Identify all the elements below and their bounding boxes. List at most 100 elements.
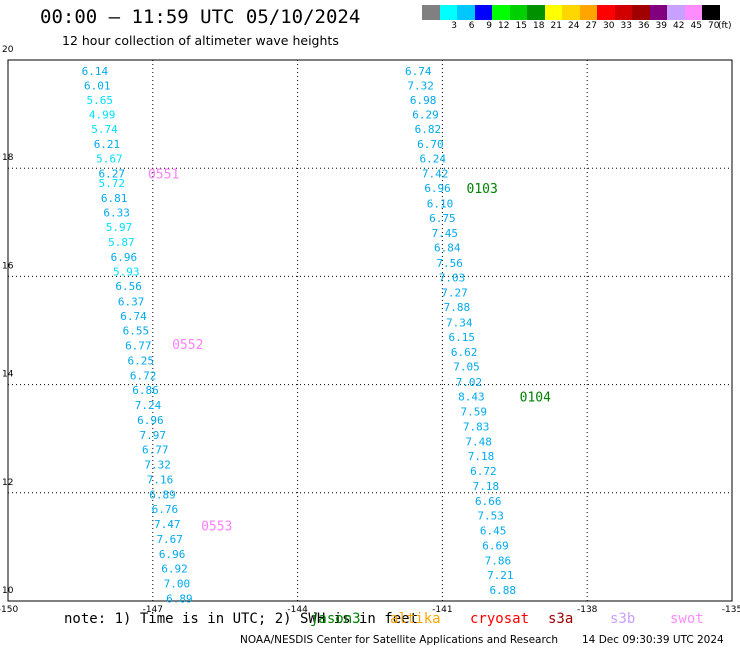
data-label: 5.97 (106, 221, 133, 234)
satellite-label-s3a: s3a (548, 611, 574, 627)
data-label: 6.96 (111, 251, 138, 264)
data-label: 6.69 (482, 539, 509, 552)
data-label: 6.74 (120, 310, 147, 323)
x-tick-label: -138 (577, 605, 598, 615)
data-label: 7.88 (444, 301, 471, 314)
colorbar-label: 15 (515, 21, 527, 31)
data-label: 7.34 (446, 316, 473, 329)
data-label: 7.47 (154, 518, 181, 531)
colorbar-cell (667, 5, 685, 20)
data-label: 6.96 (159, 548, 186, 561)
data-label: 6.75 (429, 212, 456, 225)
data-label: 7.42 (422, 168, 449, 181)
colorbar-cell (684, 5, 702, 20)
data-label: 6.62 (451, 346, 478, 359)
data-label: 6.37 (118, 295, 145, 308)
data-label: 5.93 (113, 266, 140, 279)
colorbar-label: 39 (655, 21, 667, 31)
data-label: 6.27 (99, 168, 126, 181)
data-label: 6.96 (424, 182, 451, 195)
data-label: 7.18 (468, 450, 495, 463)
colorbar-cell (544, 5, 562, 20)
data-label: 7.16 (147, 473, 174, 486)
colorbar-cell (614, 5, 632, 20)
data-label: 6.01 (84, 79, 111, 92)
data-label: 5.65 (86, 94, 113, 107)
y-tick-label: 20 (2, 45, 14, 55)
colorbar-label: 12 (498, 21, 510, 31)
colorbar-cell (562, 5, 580, 20)
time-annotation: 0103 (467, 182, 498, 197)
satellite-label-altika: altika (390, 611, 441, 627)
data-label: 5.74 (91, 123, 118, 136)
colorbar-cell (702, 5, 720, 20)
data-label: 7.32 (144, 459, 171, 472)
colorbar-label: 70 (708, 21, 720, 31)
data-label: 6.77 (125, 340, 152, 353)
data-label: 7.21 (487, 569, 514, 582)
data-label: 6.88 (489, 584, 516, 597)
data-label: 6.77 (142, 444, 169, 457)
satellite-label-cryosat: cryosat (470, 611, 530, 627)
colorbar-label: 45 (690, 21, 702, 31)
satellite-label-jason3: jason3 (310, 611, 361, 627)
time-annotation: 0551 (148, 168, 179, 183)
colorbar-label: 21 (550, 21, 562, 31)
colorbar-label: 30 (603, 21, 615, 31)
x-tick-label: -147 (143, 605, 163, 615)
x-tick-label: -141 (432, 605, 452, 615)
data-label: 6.92 (161, 563, 188, 576)
y-tick-label: 18 (2, 153, 14, 163)
data-label: 6.89 (149, 488, 176, 501)
data-label: 6.89 (166, 592, 193, 605)
colorbar-cell (492, 5, 510, 20)
data-label: 6.15 (448, 331, 475, 344)
data-label: 7.67 (156, 533, 183, 546)
colorbar-cell (527, 5, 545, 20)
time-annotation: 0552 (172, 338, 203, 353)
y-tick-label: 16 (2, 261, 14, 271)
time-annotation: 0553 (201, 519, 232, 534)
x-tick-label: -144 (287, 605, 308, 615)
data-label: 8.43 (458, 391, 485, 404)
data-label: 5.67 (96, 152, 123, 165)
data-label: 6.21 (94, 138, 121, 151)
colorbar-cell (474, 5, 492, 20)
data-label: 7.02 (456, 376, 483, 389)
colorbar-cell (509, 5, 527, 20)
data-label: 6.72 (130, 369, 157, 382)
data-label: 7.00 (164, 578, 191, 591)
data-label: 7.59 (461, 406, 488, 419)
data-label: 7.03 (439, 271, 466, 284)
data-label: 6.82 (415, 123, 442, 136)
colorbar-label: 33 (620, 21, 632, 31)
time-annotation: 0104 (520, 391, 551, 406)
colorbar-label: 3 (451, 21, 457, 31)
data-label: 6.56 (115, 280, 142, 293)
y-tick-label: 14 (2, 370, 14, 380)
data-label: 6.72 (470, 465, 497, 478)
satellite-label-s3b: s3b (610, 611, 636, 627)
footer-timestamp: 14 Dec 09:30:39 UTC 2024 (582, 634, 724, 646)
data-label: 6.74 (405, 65, 432, 78)
data-label: 6.96 (137, 414, 164, 427)
data-label: 7.86 (485, 554, 512, 567)
data-label: 7.05 (453, 361, 480, 374)
colorbar-cell (597, 5, 615, 20)
data-label: 7.83 (463, 420, 490, 433)
y-tick-label: 12 (2, 478, 13, 488)
colorbar-label: 18 (533, 21, 545, 31)
data-label: 7.27 (441, 287, 468, 300)
satellite-label-swot: swot (670, 611, 704, 627)
data-label: 6.70 (417, 138, 444, 151)
plot-frame (7, 59, 733, 602)
x-tick-label: -135 (722, 605, 740, 615)
colorbar-cell (439, 5, 457, 20)
chart-subtitle: 12 hour collection of altimeter wave hei… (62, 33, 339, 48)
data-label: 6.25 (127, 354, 154, 367)
data-label: 6.76 (152, 503, 179, 516)
colorbar-label: 6 (468, 21, 475, 31)
note-row: note: 1) Time is in UTC; 2) SWH is in fe… (0, 611, 740, 629)
data-label: 4.99 (89, 109, 116, 122)
